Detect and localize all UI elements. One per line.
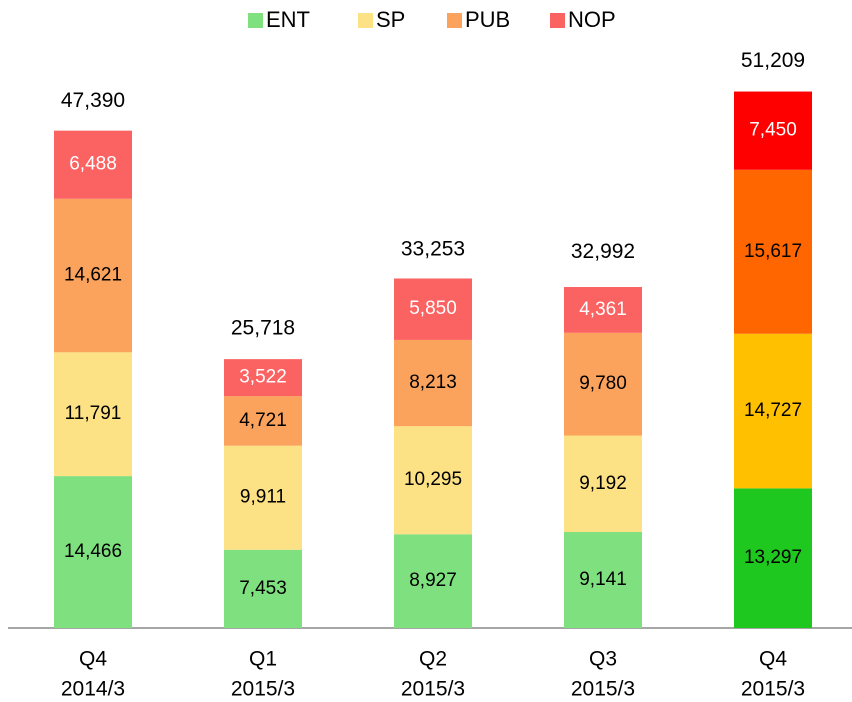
data-label: 11,791	[65, 403, 122, 424]
data-label: 5,850	[409, 298, 457, 319]
legend-swatch	[550, 13, 565, 28]
data-label: 14,466	[64, 541, 122, 562]
x-tick-label: 2015/3	[401, 678, 465, 701]
data-label: 6,488	[69, 154, 117, 175]
data-label: 9,911	[240, 487, 286, 508]
bar-segment	[564, 532, 642, 628]
x-tick-label: Q4	[79, 648, 107, 671]
data-label: 8,213	[409, 372, 457, 393]
total-label: 25,718	[231, 317, 295, 340]
x-tick-label: Q1	[249, 648, 277, 671]
data-label: 4,361	[579, 299, 627, 320]
legend-label: ENT	[266, 7, 310, 32]
bar-segment	[54, 130, 132, 199]
x-tick-label: 2014/3	[61, 678, 125, 701]
data-label: 14,727	[744, 400, 802, 421]
x-tick-label: Q2	[419, 648, 447, 671]
data-label: 4,721	[239, 410, 287, 431]
bar-segment	[734, 169, 812, 334]
x-tick-label: Q4	[759, 648, 787, 671]
data-label: 7,450	[749, 120, 797, 141]
data-label: 14,621	[64, 265, 122, 286]
bar-segment	[564, 287, 642, 333]
legend-label: PUB	[465, 7, 510, 32]
bar-segment	[734, 488, 812, 628]
bar-segment	[394, 426, 472, 535]
data-label: 9,141	[579, 569, 627, 590]
total-label: 33,253	[401, 237, 465, 260]
legend-swatch	[358, 13, 373, 28]
bar-segment	[734, 333, 812, 489]
data-label: 10,295	[404, 469, 462, 490]
data-label: 13,297	[744, 547, 802, 568]
x-tick-label: Q3	[589, 648, 617, 671]
total-label: 51,209	[741, 49, 805, 72]
bar-segment	[394, 534, 472, 628]
x-tick-label: 2015/3	[231, 678, 295, 701]
bar-segment	[224, 359, 302, 397]
data-label: 9,192	[579, 473, 627, 494]
bar-segment	[564, 435, 642, 533]
x-tick-label: 2015/3	[741, 678, 805, 701]
data-label: 7,453	[239, 578, 287, 599]
bar-segment	[564, 332, 642, 436]
data-label: 9,780	[579, 373, 627, 394]
bar-segment	[54, 352, 132, 477]
data-label: 8,927	[409, 570, 457, 591]
legend-label: SP	[376, 7, 405, 32]
bar-segment	[734, 91, 812, 170]
bar-segment	[224, 549, 302, 628]
bar-segment	[224, 396, 302, 446]
total-label: 32,992	[571, 240, 635, 263]
bar-segment	[394, 339, 472, 427]
bar-segment	[54, 198, 132, 353]
data-label: 3,522	[239, 367, 287, 388]
legend-swatch	[447, 13, 462, 28]
x-tick-label: 2015/3	[571, 678, 635, 701]
bar-segment	[394, 278, 472, 340]
total-label: 47,390	[61, 89, 125, 112]
bar-segment	[54, 476, 132, 628]
legend-swatch	[248, 13, 263, 28]
bar-segment	[224, 445, 302, 550]
legend-label: NOP	[568, 7, 616, 32]
data-label: 15,617	[744, 241, 802, 262]
